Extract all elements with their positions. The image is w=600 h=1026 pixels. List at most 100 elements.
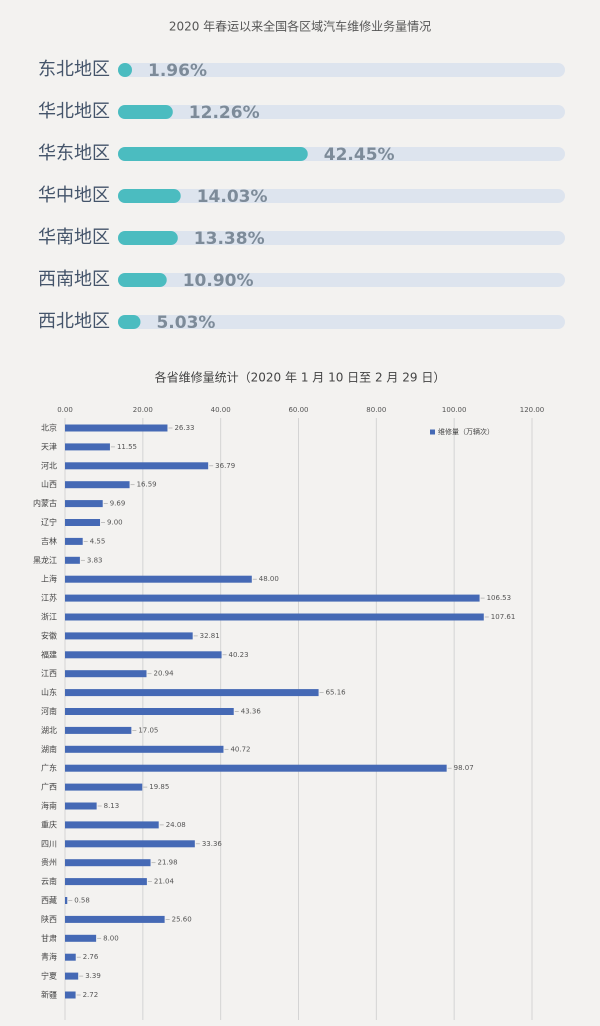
y-tick-label: 福建: [41, 649, 57, 659]
value-label: 48.00: [259, 575, 279, 583]
value-label: 21.98: [158, 859, 178, 867]
value-label: 12.26%: [189, 103, 260, 123]
bar: [65, 991, 76, 999]
track: [118, 315, 565, 329]
value-label: 5.03%: [156, 313, 215, 333]
value-label: 26.33: [174, 424, 194, 432]
y-tick-label: 吉林: [41, 536, 57, 546]
bar: [65, 651, 222, 659]
value-label: 24.08: [166, 821, 186, 829]
y-tick-label: 山西: [41, 479, 57, 489]
value-label: 11.55: [117, 443, 137, 451]
bar: [65, 556, 80, 564]
value-label: 43.36: [241, 708, 262, 716]
value-label: 3.83: [87, 556, 103, 564]
y-tick-label: 四川: [41, 839, 57, 848]
legend-swatch: [430, 429, 435, 435]
category-label: 华东地区: [38, 143, 110, 164]
y-tick-label: 湖北: [41, 726, 57, 735]
bar: [118, 147, 308, 161]
bar: [65, 764, 447, 772]
y-tick-label: 西藏: [41, 895, 57, 905]
bar: [118, 273, 167, 287]
y-tick-label: 新疆: [41, 990, 57, 1000]
track: [118, 189, 565, 203]
value-label: 65.16: [326, 689, 347, 697]
y-tick-label: 辽宁: [41, 517, 57, 527]
value-label: 14.03%: [197, 187, 268, 207]
value-label: 9.00: [107, 519, 123, 527]
value-label: 1.96%: [148, 61, 207, 81]
y-tick-label: 云南: [41, 876, 57, 886]
bar: [118, 63, 132, 77]
value-label: 40.23: [229, 651, 249, 659]
bar: [118, 231, 178, 245]
y-tick-label: 江苏: [41, 593, 57, 603]
bar: [65, 670, 147, 678]
bar: [65, 745, 224, 753]
value-label: 106.53: [487, 594, 512, 602]
value-label: 0.58: [74, 897, 90, 905]
value-label: 36.79: [215, 462, 235, 470]
bar: [65, 840, 195, 848]
y-tick-label: 浙江: [41, 612, 57, 622]
bar: [65, 859, 151, 867]
x-tick-label: 80.00: [366, 406, 386, 414]
y-tick-label: 陕西: [41, 914, 57, 924]
category-label: 华中地区: [38, 185, 110, 206]
bar: [65, 689, 319, 697]
bar: [65, 613, 484, 621]
bar: [65, 519, 101, 526]
track: [118, 231, 565, 245]
value-label: 33.36: [202, 840, 223, 848]
category-label: 华北地区: [38, 101, 110, 122]
bar: [118, 105, 173, 119]
value-label: 98.07: [454, 764, 474, 772]
bar: [65, 915, 165, 923]
value-label: 2.76: [83, 953, 99, 961]
y-tick-label: 江西: [41, 669, 57, 678]
category-label: 东北地区: [38, 59, 110, 80]
bar: [65, 537, 83, 545]
bar: [65, 934, 97, 942]
bar: [65, 462, 209, 470]
y-tick-label: 广东: [41, 763, 57, 773]
x-tick-label: 0.00: [57, 406, 73, 414]
bar: [65, 594, 480, 602]
track: [118, 105, 565, 119]
y-tick-label: 内蒙古: [33, 498, 57, 508]
bar: [65, 708, 234, 715]
value-label: 3.39: [85, 972, 101, 980]
y-tick-label: 青海: [41, 952, 57, 962]
value-label: 21.04: [154, 878, 175, 886]
bar: [65, 897, 68, 904]
legend-label: 维修量（万辆次）: [438, 427, 494, 436]
bar: [65, 500, 103, 508]
bar: [65, 802, 97, 810]
y-tick-label: 贵州: [41, 857, 57, 867]
category-label: 西南地区: [38, 269, 110, 290]
bar: [65, 481, 130, 489]
value-label: 13.38%: [194, 229, 265, 249]
y-tick-label: 广西: [41, 782, 57, 792]
bar: [65, 953, 76, 961]
value-label: 32.81: [200, 632, 220, 640]
bar: [65, 632, 193, 640]
y-tick-label: 重庆: [41, 819, 57, 829]
track: [118, 273, 565, 287]
bar: [118, 315, 141, 329]
value-label: 16.59: [137, 481, 157, 489]
chart-title: 各省维修量统计（2020 年 1 月 10 日至 2 月 29 日）: [155, 370, 446, 385]
x-tick-label: 20.00: [133, 406, 153, 414]
value-label: 25.60: [172, 915, 192, 923]
value-label: 10.90%: [183, 271, 254, 291]
y-tick-label: 甘肃: [41, 933, 57, 943]
y-tick-label: 湖南: [41, 744, 57, 754]
y-tick-label: 海南: [41, 801, 57, 811]
y-tick-label: 河南: [41, 706, 57, 716]
bar: [65, 821, 159, 829]
x-tick-label: 40.00: [211, 406, 231, 414]
value-label: 8.13: [104, 802, 120, 810]
